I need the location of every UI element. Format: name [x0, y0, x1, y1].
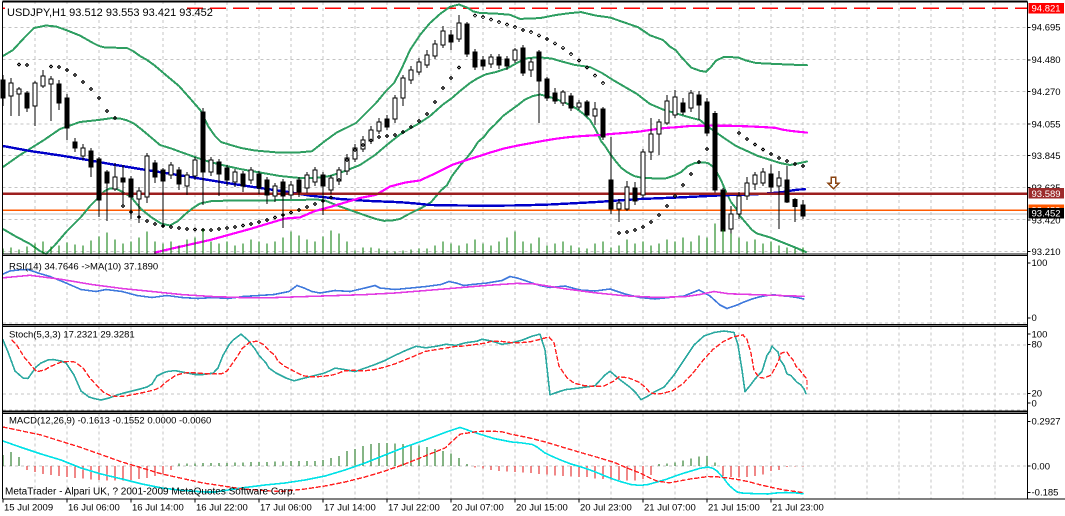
svg-text:93.420: 93.420 [1032, 215, 1061, 226]
svg-text:0.00: 0.00 [1032, 462, 1051, 473]
svg-text:-0.185: -0.185 [1032, 488, 1059, 499]
svg-text:93.210: 93.210 [1032, 247, 1061, 258]
svg-text:21 Jul 15:00: 21 Jul 15:00 [708, 502, 760, 513]
svg-text:20 Jul 15:00: 20 Jul 15:00 [516, 502, 568, 513]
svg-text:20: 20 [1032, 389, 1043, 400]
svg-text:16 Jul 14:00: 16 Jul 14:00 [132, 502, 184, 513]
svg-text:17 Jul 06:00: 17 Jul 06:00 [260, 502, 312, 513]
svg-text:93.589: 93.589 [1032, 189, 1061, 200]
svg-text:MetaTrader - Alpari UK, ? 2001: MetaTrader - Alpari UK, ? 2001-2009 Meta… [5, 487, 295, 498]
svg-text:16 Jul 06:00: 16 Jul 06:00 [68, 502, 120, 513]
svg-text:17 Jul 22:00: 17 Jul 22:00 [388, 502, 440, 513]
svg-text:94.480: 94.480 [1032, 55, 1061, 66]
svg-text:RSI(14) 34.7646 ->MA(10) 37.1: RSI(14) 34.7646 ->MA(10) 37.1890 [9, 261, 158, 272]
svg-text:21 Jul 07:00: 21 Jul 07:00 [644, 502, 696, 513]
svg-text:15 Jul 2009: 15 Jul 2009 [4, 502, 53, 513]
svg-text:93.452: 93.452 [1032, 209, 1061, 220]
svg-text:MACD(12,26,9) -0.1613 -0.1552: MACD(12,26,9) -0.1613 -0.1552 0.0000 -0.… [9, 415, 211, 426]
svg-text:USDJPY,H1 93.512 93.553 93.42: USDJPY,H1 93.512 93.553 93.421 93.452 [7, 7, 213, 19]
svg-text:0: 0 [1032, 399, 1037, 410]
svg-text:16 Jul 22:00: 16 Jul 22:00 [196, 502, 248, 513]
svg-text:100: 100 [1032, 258, 1048, 269]
svg-text:94.821: 94.821 [1032, 4, 1061, 15]
svg-text:21 Jul 23:00: 21 Jul 23:00 [772, 502, 824, 513]
svg-text:94.270: 94.270 [1032, 87, 1061, 98]
svg-text:17 Jul 14:00: 17 Jul 14:00 [324, 502, 376, 513]
svg-text:0.2927: 0.2927 [1032, 417, 1061, 428]
svg-text:20 Jul 07:00: 20 Jul 07:00 [452, 502, 504, 513]
svg-text:20 Jul 23:00: 20 Jul 23:00 [580, 502, 632, 513]
svg-text:100: 100 [1032, 329, 1048, 340]
svg-text:0: 0 [1032, 313, 1037, 324]
svg-text:80: 80 [1032, 340, 1043, 351]
svg-text:Stoch(5,3,3) 17.2321 29.3281: Stoch(5,3,3) 17.2321 29.3281 [9, 329, 135, 340]
svg-text:94.695: 94.695 [1032, 23, 1061, 34]
svg-text:94.055: 94.055 [1032, 119, 1061, 130]
svg-text:93.845: 93.845 [1032, 151, 1061, 162]
